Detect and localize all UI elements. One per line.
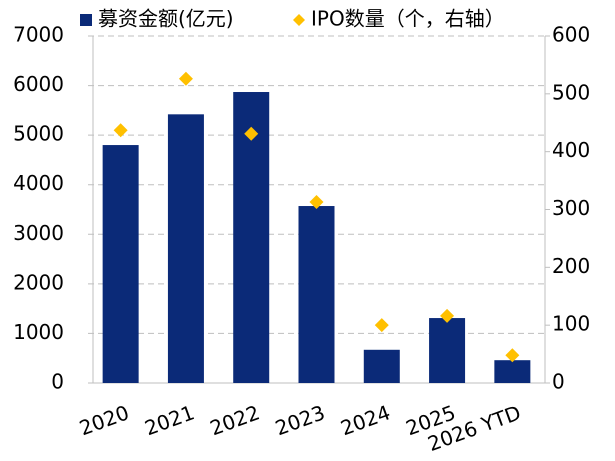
x-tick-label: 2022: [207, 400, 263, 440]
bar: [102, 145, 139, 383]
y-tick-label: 5000: [13, 122, 64, 146]
ipo-marker: [113, 123, 128, 138]
bar: [167, 114, 204, 383]
x-tick-label: 2020: [76, 400, 132, 440]
legend-label: 募资金额(亿元): [98, 7, 234, 31]
y-tick-label: 7000: [13, 23, 64, 47]
y2-tick-label: 0: [552, 370, 565, 394]
y2-tick-label: 300: [552, 196, 590, 220]
ipo-marker: [505, 348, 520, 363]
ipo-marker: [244, 126, 259, 141]
legend-label: IPO数量（个，右轴）: [311, 7, 505, 31]
y2-tick-label: 600: [552, 23, 590, 47]
x-tick-label: 2024: [337, 400, 393, 440]
y-tick-label: 2000: [13, 270, 64, 294]
x-tick-label: 2021: [141, 400, 197, 440]
ipo-marker: [309, 194, 324, 209]
y-tick-label: 0: [51, 370, 64, 394]
bar: [298, 206, 335, 383]
y-tick-label: 3000: [13, 221, 64, 245]
y2-tick-label: 100: [552, 312, 590, 336]
legend-swatch: [80, 14, 92, 26]
y2-tick-label: 400: [552, 138, 590, 162]
legend-swatch: [293, 14, 305, 26]
y-tick-label: 4000: [13, 171, 64, 195]
y-tick-label: 1000: [13, 320, 64, 344]
ipo-marker: [374, 318, 389, 333]
bar: [363, 349, 400, 383]
y-tick-label: 6000: [13, 72, 64, 96]
ipo-marker: [440, 308, 455, 323]
y2-tick-label: 200: [552, 254, 590, 278]
x-tick-label: 2023: [272, 400, 328, 440]
y2-tick-label: 500: [552, 80, 590, 104]
ipo-marker: [178, 71, 193, 86]
bar: [494, 360, 531, 383]
bar: [429, 318, 466, 383]
